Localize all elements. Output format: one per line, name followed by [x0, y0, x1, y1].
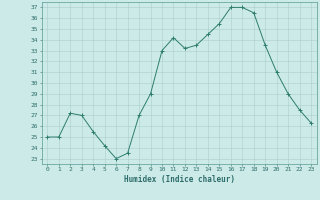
X-axis label: Humidex (Indice chaleur): Humidex (Indice chaleur)	[124, 175, 235, 184]
